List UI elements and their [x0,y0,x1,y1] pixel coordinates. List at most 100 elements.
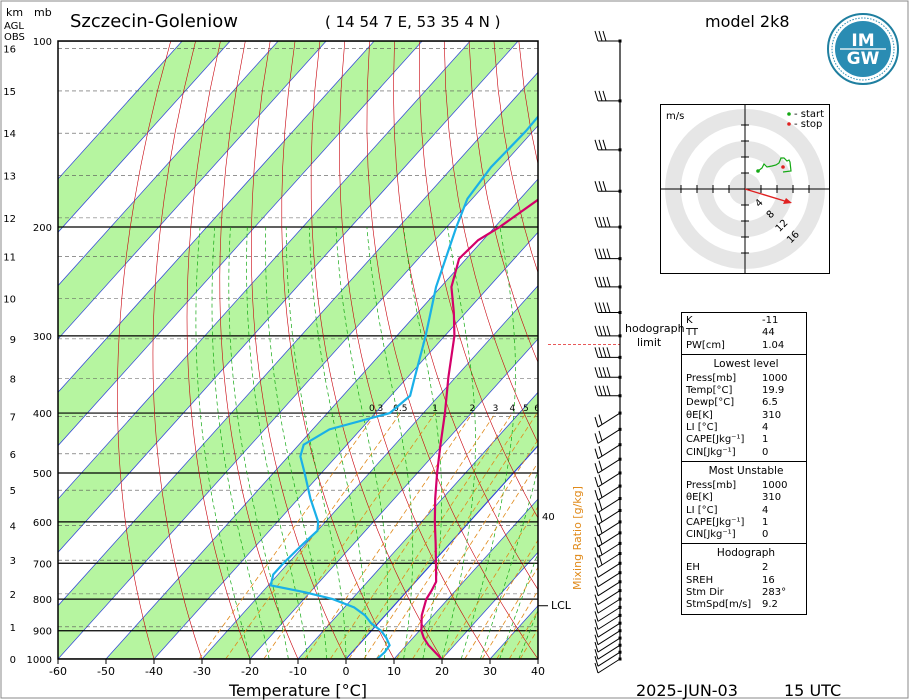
mixing-ratio-label: 4 [510,404,516,414]
wind-barb [594,542,621,558]
wind-barb [594,590,621,606]
index-value: 0 [762,529,769,541]
pressure-tick-label: 1000 [27,655,52,666]
wind-barb [594,216,620,228]
hodograph-trace [757,157,792,173]
mixing-ratio-label: 0.3 [369,404,383,414]
pressure-tick-label: 900 [33,627,52,638]
mixing-ratio-label: 15 [591,404,602,414]
index-row: Temp[°C] 19.9 [686,385,806,397]
index-key: Stm Dir [686,587,724,599]
index-value: 1000 [762,372,788,384]
model-label: model 2k8 [705,12,790,31]
index-value: 4 [762,422,769,434]
obs-label: OBS [4,32,25,43]
pressure-tick-label: 800 [33,595,52,606]
indices-panel: K -11 TT 44 PW[cm] 1.04 Lowest level Press[mb]… [681,312,807,615]
wind-barb [594,428,621,444]
index-key: θE[K] [686,492,713,504]
date-label: 2025-JUN-03 [636,681,738,700]
wind-barb [594,637,621,653]
x-tick-label: 20 [435,665,449,678]
wind-barb [594,472,621,488]
index-key: Dewp[°C] [686,397,735,409]
wind-barb [594,581,621,597]
index-value: 310 [762,409,782,421]
temperature-profile [420,198,538,659]
height-tick-label: 15 [3,87,16,98]
wind-barb [594,248,620,260]
wind-barb [594,614,621,630]
index-key: CIN[Jkg⁻¹] [686,446,736,458]
height-tick-label: 13 [3,172,16,183]
x-tick-label: -20 [241,665,259,678]
wind-barb [594,276,620,288]
mixing-ratio-label: 10 [564,404,576,414]
index-row: CIN[Jkg⁻¹] 0 [686,529,806,541]
mb-axis-title: mb [34,6,52,19]
index-value: 1 [762,434,769,446]
index-value: 44 [762,327,775,339]
index-key: CAPE[Jkg⁻¹] [686,516,745,528]
wind-barb [594,485,621,501]
mixing-ratio-label: 30 [639,404,651,414]
mixing-ratio-label: 8 [552,404,558,414]
x-tick-label: -50 [97,665,115,678]
dewpoint-profile [269,115,538,659]
x-axis-label: Temperature [°C] [228,681,367,700]
x-tick-label: 10 [387,665,401,678]
height-tick-label: 9 [10,335,16,346]
x-tick-label: -10 [289,665,307,678]
height-tick-label: 2 [10,590,16,601]
wind-barb [594,139,620,151]
wind-barb [594,651,621,667]
wind-barb [594,325,620,337]
index-row: θE[K] 310 [686,492,806,504]
index-key: CAPE[Jkg⁻¹] [686,434,745,446]
index-row: K -11 [686,315,806,327]
wind-barb [594,658,621,674]
index-row: Stm Dir 283° [686,587,806,599]
height-tick-label: 3 [10,556,16,567]
height-tick-label: 11 [3,253,16,264]
agl-label: AGL [4,21,24,32]
hodo-legend-stop: - stop [794,119,822,130]
index-key: Temp[°C] [686,385,733,397]
index-key: LI [°C] [686,422,718,434]
imgw-logo: IM GW [827,13,899,85]
index-value: 283° [762,587,787,599]
wind-barb [594,630,621,646]
index-value: 4 [762,504,769,516]
index-key: PW[cm] [686,339,725,351]
index-value: 1000 [762,479,788,491]
index-row: Dewp[°C] 6.5 [686,397,806,409]
hodo-unit-label: m/s [666,111,684,122]
mixing-ratio-label: 1 [432,404,438,414]
index-row: CIN[Jkg⁻¹] 0 [686,447,806,459]
index-row: θE[K] 310 [686,410,806,422]
x-tick-label: -40 [145,665,163,678]
index-key: EH [686,562,700,574]
index-key: K [686,315,693,326]
wind-barb [594,458,621,474]
mixing-ratio-label: 5 [523,404,529,414]
svg-text:GW: GW [847,49,880,69]
height-tick-label: 7 [10,413,16,424]
index-value: 19.9 [762,385,785,397]
index-key: Press[mb] [686,372,737,384]
hodograph-limit-label: hodograph limit [625,322,685,349]
time-label: 15 UTC [784,681,841,700]
index-key: LI [°C] [686,504,718,516]
index-key: CIN[Jkg⁻¹] [686,529,736,541]
svg-text:IM: IM [851,31,874,51]
index-value: 310 [762,492,782,504]
index-value: 1.04 [762,339,785,351]
wind-barb [594,598,621,614]
pressure-tick-label: 200 [33,223,52,234]
pressure-tick-label: 600 [33,518,52,529]
index-value: -11 [762,315,779,326]
index-row: SREH 16 [686,575,806,587]
wind-barb [594,572,621,588]
height-tick-label: 5 [10,486,16,497]
